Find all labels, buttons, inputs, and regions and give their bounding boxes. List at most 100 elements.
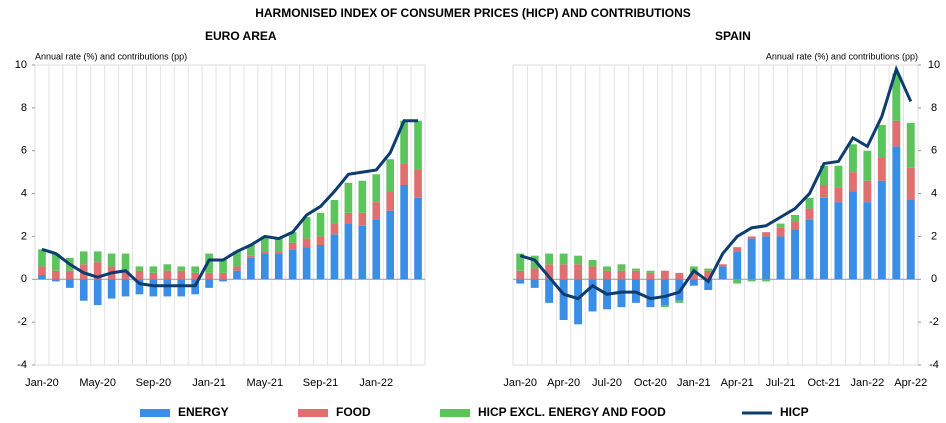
bar-segment <box>38 275 46 280</box>
bar-segment <box>892 146 901 280</box>
bar-segment <box>733 251 742 280</box>
page-title: HARMONISED INDEX OF CONSUMER PRICES (HIC… <box>255 6 691 20</box>
bar-segment <box>260 236 269 252</box>
bar-segment <box>834 202 843 280</box>
bar-segment <box>791 230 800 280</box>
bar-segment <box>205 279 213 288</box>
bar-segment <box>107 253 116 267</box>
y-tick-label: 10 <box>928 59 940 71</box>
bar-segment <box>163 279 172 297</box>
bar-segment <box>863 180 872 203</box>
bar-segment <box>588 266 597 280</box>
bar-segment <box>689 279 698 286</box>
bar-segment <box>906 167 915 200</box>
bar-segment <box>559 279 568 320</box>
bar-segment <box>316 212 325 237</box>
bar-segment <box>52 270 60 280</box>
bar-segment <box>646 272 655 280</box>
y-tick-label: 2 <box>21 230 27 242</box>
bar-segment <box>177 279 186 297</box>
bar-segment <box>177 270 186 280</box>
bar-segment <box>177 266 186 271</box>
bar-segment <box>107 279 116 299</box>
bar-segment <box>316 236 325 245</box>
bar-segment <box>848 144 857 173</box>
x-tick-label: Jan-22 <box>851 377 885 389</box>
bar-segment <box>762 232 771 237</box>
bar-segment <box>805 208 814 220</box>
bar-segment <box>121 270 130 280</box>
bar-segment <box>776 236 785 280</box>
bar-segment <box>617 270 626 280</box>
bar-segment <box>414 197 422 280</box>
bar-segment <box>545 279 554 303</box>
bar-segment <box>149 272 158 280</box>
bar-segment <box>302 238 311 248</box>
bar-segment <box>219 260 227 273</box>
bar-segment <box>892 73 901 121</box>
bar-segment <box>820 165 828 185</box>
bar-segment <box>776 227 785 237</box>
bar-segment <box>631 270 640 280</box>
bar-segment <box>718 264 727 267</box>
bar-segment <box>330 234 339 280</box>
y-tick-label: 10 <box>15 59 27 71</box>
bar-segment <box>545 264 554 280</box>
bar-segment <box>675 300 684 303</box>
bar-segment <box>38 249 46 267</box>
bar-segment <box>330 223 339 235</box>
y-tick-label: 0 <box>21 273 27 285</box>
bar-segment <box>588 260 597 267</box>
bar-segment <box>646 270 655 273</box>
bar-segment <box>135 270 144 280</box>
bar-segment <box>805 219 814 280</box>
y-axis-label: Annual rate (%) and contributions (pp) <box>766 51 918 61</box>
y-tick-label: 8 <box>931 102 937 114</box>
bar-segment <box>617 264 626 271</box>
bar-segment <box>302 247 311 280</box>
bar-segment <box>689 272 698 280</box>
bar-segment <box>747 236 756 239</box>
x-tick-label: Apr-21 <box>721 377 754 389</box>
y-tick-label: 4 <box>21 187 27 199</box>
bar-segment <box>149 266 158 273</box>
x-tick-label: Jan-21 <box>192 377 226 389</box>
bar-segment <box>330 200 339 224</box>
bar-segment <box>776 223 785 228</box>
bar-segment <box>603 270 611 280</box>
bar-segment <box>545 253 554 265</box>
bar-segment <box>65 279 74 288</box>
bar-segment <box>274 253 283 280</box>
bar-segment <box>288 242 297 250</box>
bar-segment <box>386 191 395 211</box>
bar-segment <box>247 257 255 280</box>
bar-segment <box>372 219 381 280</box>
chart-title: EURO AREA <box>205 29 277 43</box>
bar-segment <box>559 264 568 280</box>
bar-segment <box>704 268 713 271</box>
x-tick-label: May-21 <box>246 377 283 389</box>
bar-segment <box>704 279 713 290</box>
bar-segment <box>233 251 241 267</box>
bar-segment <box>400 185 408 280</box>
bar-segment <box>93 262 102 280</box>
y-tick-label: -2 <box>929 316 939 328</box>
plot-frame <box>512 64 919 366</box>
bar-segment <box>516 270 525 280</box>
bar-segment <box>805 197 814 209</box>
legend-label: FOOD <box>336 405 371 419</box>
bar-segment <box>191 272 200 280</box>
x-tick-label: Oct-21 <box>807 377 840 389</box>
x-tick-label: Oct-20 <box>634 377 667 389</box>
legend-label: HICP <box>780 405 809 419</box>
bar-segment <box>358 212 367 226</box>
y-tick-label: 6 <box>21 145 27 157</box>
x-tick-label: Sep-21 <box>303 377 338 389</box>
bar-segment <box>400 120 408 164</box>
bar-segment <box>260 251 269 254</box>
bar-segment <box>358 225 367 280</box>
bar-segment <box>163 270 172 280</box>
bar-segment <box>205 253 213 273</box>
bar-segment <box>892 120 901 147</box>
